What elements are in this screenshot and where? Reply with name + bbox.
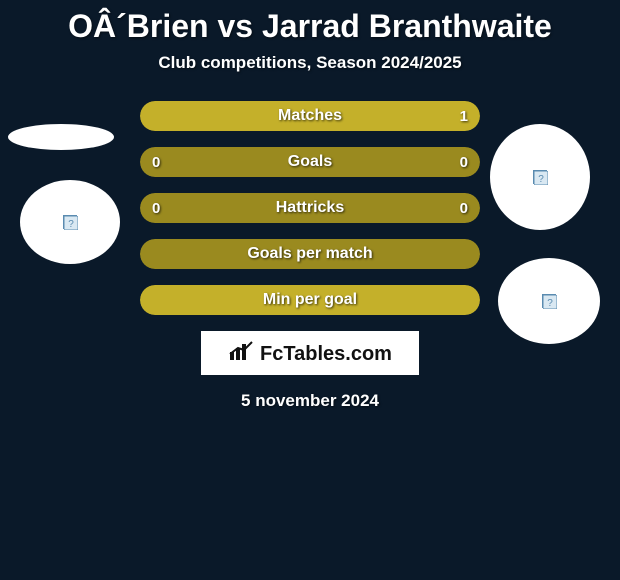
- stat-value-left: 0: [152, 154, 160, 171]
- page-title: OÂ´Brien vs Jarrad Branthwaite: [0, 0, 620, 45]
- stat-bar: Goals per match: [140, 239, 480, 269]
- stat-label: Matches: [278, 107, 342, 125]
- watermark-box: FcTables.com: [201, 331, 419, 375]
- stat-bar: Min per goal: [140, 285, 480, 315]
- watermark-text: FcTables.com: [260, 343, 392, 366]
- stats-container: Matches 1 Goals 0 0 Hattricks 0 0 Goals per matc…: [140, 101, 480, 315]
- decoration-shape: ?: [20, 180, 120, 264]
- placeholder-icon: ?: [63, 215, 77, 229]
- svg-text:?: ?: [547, 298, 553, 309]
- svg-text:?: ?: [68, 219, 74, 230]
- placeholder-icon: ?: [542, 294, 556, 308]
- page-subtitle: Club competitions, Season 2024/2025: [0, 53, 620, 73]
- decoration-shape: ?: [490, 124, 590, 230]
- watermark-chart-icon: [228, 340, 256, 365]
- stat-bar: Matches 1: [140, 101, 480, 131]
- stat-bar: Hattricks 0 0: [140, 193, 480, 223]
- date-label: 5 november 2024: [0, 391, 620, 411]
- decoration-shape: ?: [498, 258, 600, 344]
- placeholder-icon: ?: [533, 170, 547, 184]
- stat-value-left: 0: [152, 200, 160, 217]
- svg-text:?: ?: [538, 174, 544, 185]
- stat-label: Goals: [288, 153, 332, 171]
- stat-label: Hattricks: [276, 199, 344, 217]
- stat-bar: Goals 0 0: [140, 147, 480, 177]
- stat-value-right: 1: [460, 108, 468, 125]
- stat-label: Min per goal: [263, 291, 357, 309]
- stat-value-right: 0: [460, 154, 468, 171]
- stat-value-right: 0: [460, 200, 468, 217]
- decoration-shape: [8, 124, 114, 150]
- stat-label: Goals per match: [247, 245, 372, 263]
